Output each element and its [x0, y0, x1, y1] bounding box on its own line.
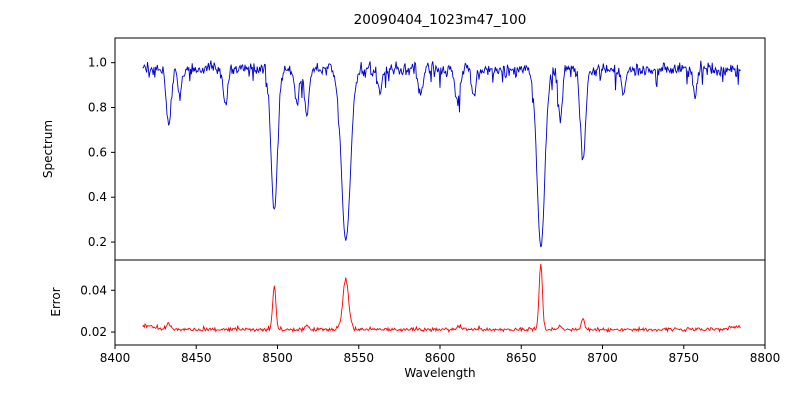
- y-tick-label: 1.0: [88, 56, 107, 70]
- y-tick-label: 0.8: [88, 101, 107, 115]
- x-axis-label: Wavelength: [404, 366, 476, 380]
- y-tick-label: 0.4: [88, 190, 107, 204]
- chart-title: 20090404_1023m47_100: [353, 12, 527, 28]
- x-tick-label: 8600: [425, 351, 456, 365]
- error-line: [142, 263, 741, 334]
- x-tick-label: 8700: [587, 351, 618, 365]
- y-tick-label: 0.6: [88, 145, 107, 159]
- x-tick-label: 8400: [100, 351, 131, 365]
- x-tick-label: 8650: [506, 351, 537, 365]
- x-tick-label: 8750: [668, 351, 699, 365]
- y-tick-label: 0.04: [80, 283, 107, 297]
- spectrum-line: [142, 60, 741, 248]
- x-tick-label: 8550: [343, 351, 374, 365]
- x-tick-label: 8500: [262, 351, 293, 365]
- x-tick-label: 8450: [181, 351, 212, 365]
- spectrum-panel-spine: [114, 37, 766, 261]
- y-tick-label: 0.02: [80, 325, 107, 339]
- x-tick-label: 8800: [750, 351, 781, 365]
- y-tick-label: 0.2: [88, 235, 107, 249]
